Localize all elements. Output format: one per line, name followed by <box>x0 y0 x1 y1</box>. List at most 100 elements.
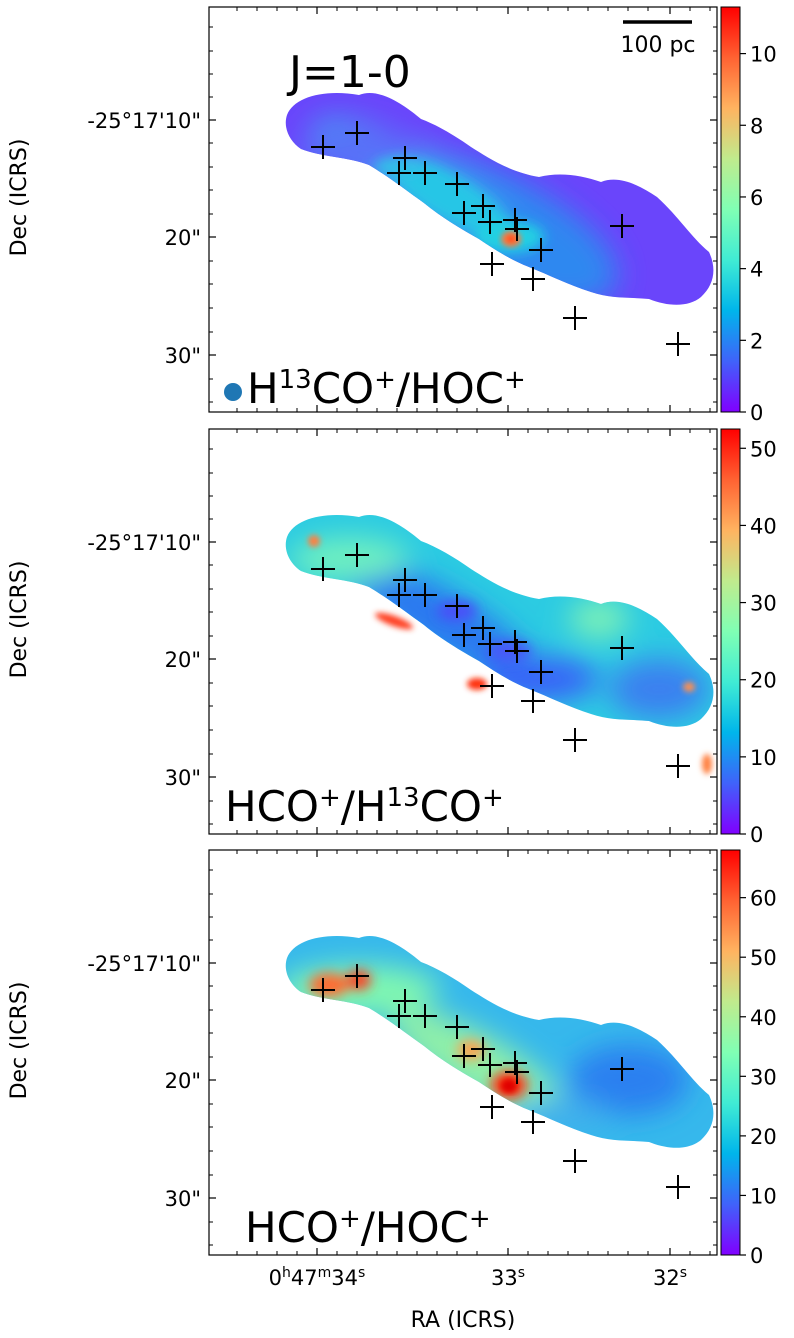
colorbar-tick-label: 0 <box>750 823 763 847</box>
source-marker <box>505 1060 529 1084</box>
source-marker <box>387 161 411 185</box>
source-marker <box>610 214 634 238</box>
panel-label: H13CO+/HOC+ <box>247 364 526 413</box>
source-marker <box>311 557 335 581</box>
colorbar-tick-label: 30 <box>750 592 777 616</box>
source-marker <box>387 583 411 607</box>
source-marker <box>529 238 553 262</box>
colorbar-tick-label: 20 <box>750 669 777 693</box>
y-tick-label: 20" <box>165 648 201 672</box>
source-marker <box>445 172 469 196</box>
colorbar-tick-label: 8 <box>750 114 763 138</box>
y-tick-label: 30" <box>165 766 201 790</box>
edge-highlights <box>308 535 712 774</box>
source-marker <box>452 201 476 225</box>
source-marker <box>478 632 502 656</box>
colorbar-tick-label: 4 <box>750 258 763 282</box>
source-marker <box>563 306 587 330</box>
colorbar-tick-label: 2 <box>750 329 763 353</box>
axes-frame <box>208 6 718 413</box>
source-marker <box>521 689 545 713</box>
transition-label: J=1-0 <box>286 47 411 98</box>
colorbar-tick-label: 0 <box>750 401 763 425</box>
markers <box>311 964 690 1199</box>
source-marker <box>445 1015 469 1039</box>
source-marker <box>471 616 495 640</box>
colorbar-tick-label: 6 <box>750 186 763 210</box>
markers <box>311 121 690 356</box>
colorbar-tick-label: 50 <box>750 946 777 970</box>
source-marker <box>413 161 437 185</box>
source-marker <box>311 135 335 159</box>
y-tick-label: 20" <box>165 1069 201 1093</box>
source-marker <box>529 660 553 684</box>
source-marker <box>480 674 504 698</box>
source-marker <box>521 267 545 291</box>
source-marker <box>387 1004 411 1028</box>
source-marker <box>413 1004 437 1028</box>
source-marker <box>311 978 335 1002</box>
colorbar-tick-label: 0 <box>750 1244 763 1268</box>
colorbar: 0 10 20 30 40 50 60 <box>720 849 777 1268</box>
source-marker <box>478 210 502 234</box>
source-marker <box>610 1057 634 1081</box>
source-marker <box>563 728 587 752</box>
panel-hco-h13co: 0 10 20 30 40 50 -25°17'10" 20" 30" Dec (ICRS) H… <box>7 428 777 847</box>
source-marker <box>563 1149 587 1173</box>
x-ticks <box>236 7 711 412</box>
x-ticks <box>236 429 711 834</box>
y-ticks: -25°17'10" 20" 30" Dec (ICRS) <box>7 26 717 403</box>
source-marker <box>471 194 495 218</box>
y-tick-label: -25°17'10" <box>87 952 201 976</box>
source-marker <box>505 639 529 663</box>
source-marker <box>413 583 437 607</box>
y-axis-label: Dec (ICRS) <box>7 982 32 1100</box>
y-tick-label: 20" <box>165 226 201 250</box>
colorbar-tick-label: 10 <box>750 1184 777 1208</box>
source-marker <box>478 1053 502 1077</box>
source-marker <box>610 636 634 660</box>
source-marker <box>529 1081 553 1105</box>
source-marker <box>471 1037 495 1061</box>
colorbar: 0 10 20 30 40 50 <box>720 428 777 847</box>
colorbar-tick-label: 60 <box>750 887 777 911</box>
source-marker <box>480 252 504 276</box>
panel-label: HCO+/H13CO+ <box>225 782 504 831</box>
source-marker <box>480 1095 504 1119</box>
y-tick-label: 30" <box>165 1187 201 1211</box>
source-marker <box>666 1175 690 1199</box>
source-marker <box>666 754 690 778</box>
source-marker <box>452 623 476 647</box>
colorbar-tick-label: 20 <box>750 1125 777 1149</box>
x-tick-label: 0h47m34s <box>269 1265 366 1290</box>
panel-hco-hoc: 0 10 20 30 40 50 60 -25°17'10" 20" 30" Dec (ICRS)… <box>7 849 777 1290</box>
source-marker <box>452 1044 476 1068</box>
colorbar-tick-label: 10 <box>750 43 777 67</box>
y-ticks: -25°17'10" 20" 30" Dec (ICRS) <box>7 869 717 1246</box>
source-marker <box>345 543 369 567</box>
colorbar-tick-label: 10 <box>750 746 777 770</box>
source-marker <box>345 964 369 988</box>
markers <box>311 543 690 778</box>
colorbar-tick-label: 50 <box>750 437 777 461</box>
source-marker <box>521 1110 545 1134</box>
y-axis-label: Dec (ICRS) <box>7 561 32 679</box>
source-marker <box>393 568 417 592</box>
y-tick-label: -25°17'10" <box>87 531 201 555</box>
source-marker <box>445 594 469 618</box>
y-tick-label: 30" <box>165 344 201 368</box>
beam-marker <box>224 383 242 401</box>
source-marker <box>393 989 417 1013</box>
source-marker <box>393 146 417 170</box>
x-axis-label: RA (ICRS) <box>411 1308 516 1333</box>
colorbar: 0 2 4 6 8 10 <box>720 6 777 425</box>
x-ticks: 0h47m34s 33s 32s <box>236 850 711 1290</box>
colorbar-tick-label: 40 <box>750 514 777 538</box>
axes-frame <box>208 428 718 835</box>
colorbar-tick-label: 30 <box>750 1065 777 1089</box>
x-tick-label: 33s <box>491 1265 525 1290</box>
y-axis-label: Dec (ICRS) <box>7 139 32 257</box>
source-marker <box>345 121 369 145</box>
colorbar-tick-label: 40 <box>750 1006 777 1030</box>
